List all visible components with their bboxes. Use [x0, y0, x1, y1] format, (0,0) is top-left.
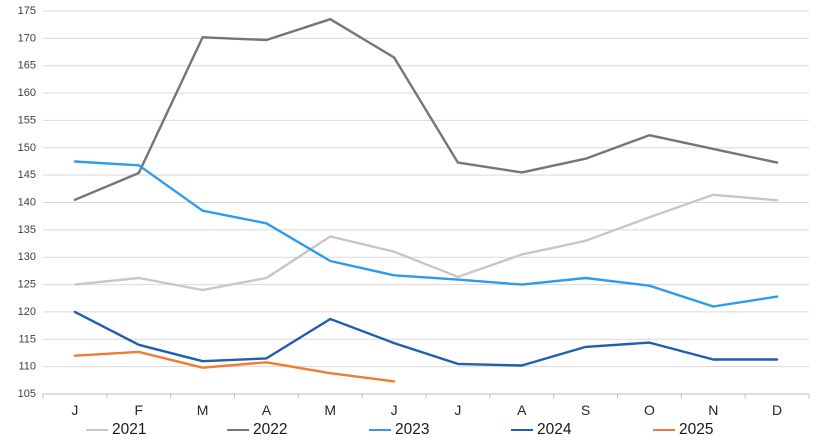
y-axis-tick-label: 130: [18, 251, 36, 263]
y-axis-tick-label: 125: [18, 279, 36, 291]
y-axis-tick-label: 160: [18, 87, 36, 99]
x-axis-label: O: [644, 402, 655, 418]
legend-swatch-2023: [369, 428, 391, 432]
x-axis-label: J: [454, 402, 461, 418]
y-axis-tick-label: 105: [18, 388, 36, 400]
y-axis-tick-label: 155: [18, 114, 36, 126]
y-axis-tick-label: 115: [18, 333, 36, 345]
legend-item-2024: 2024: [511, 419, 571, 441]
y-axis-tick-label: 135: [18, 224, 36, 236]
chart-legend: 2021 2022 2023 2024 2025: [0, 419, 820, 443]
x-axis-label: M: [324, 402, 336, 418]
y-axis-tick-label: 150: [18, 142, 36, 154]
legend-label-2023: 2023: [395, 421, 430, 438]
legend-label-2025: 2025: [679, 421, 714, 438]
legend-label-2021: 2021: [112, 421, 147, 438]
x-axis-label: S: [581, 402, 590, 418]
legend-item-2023: 2023: [369, 419, 429, 441]
legend-item-2025: 2025: [653, 419, 713, 441]
y-axis-tick-label: 165: [18, 60, 36, 72]
series-line-2024: [73, 310, 779, 367]
x-axis-label: J: [71, 402, 78, 418]
y-axis-tick-label: 175: [18, 5, 36, 17]
legend-item-2022: 2022: [227, 419, 287, 441]
x-axis-label: A: [262, 402, 272, 418]
x-axis-label: A: [517, 402, 527, 418]
y-axis-tick-label: 110: [18, 361, 36, 373]
legend-label-2022: 2022: [253, 421, 288, 438]
y-axis-tick-label: 140: [18, 197, 36, 209]
legend-item-2021: 2021: [86, 419, 146, 441]
x-axis-label: N: [708, 402, 718, 418]
y-axis-tick-label: 145: [18, 169, 36, 181]
legend-swatch-2021: [86, 428, 108, 432]
x-axis-label: D: [772, 402, 782, 418]
legend-swatch-2024: [511, 428, 533, 432]
series-line-2022: [73, 18, 779, 202]
series-line-2021: [73, 193, 779, 292]
series-line-2023: [73, 160, 779, 308]
x-axis-label: J: [391, 402, 398, 418]
x-axis-label: M: [197, 402, 209, 418]
y-axis-tick-label: 170: [18, 32, 36, 44]
legend-swatch-2022: [227, 428, 249, 432]
series-line-2025: [73, 350, 396, 383]
y-axis-tick-label: 120: [18, 306, 36, 318]
legend-label-2024: 2024: [537, 421, 572, 438]
x-axis-label: F: [134, 402, 143, 418]
legend-swatch-2025: [653, 428, 675, 432]
